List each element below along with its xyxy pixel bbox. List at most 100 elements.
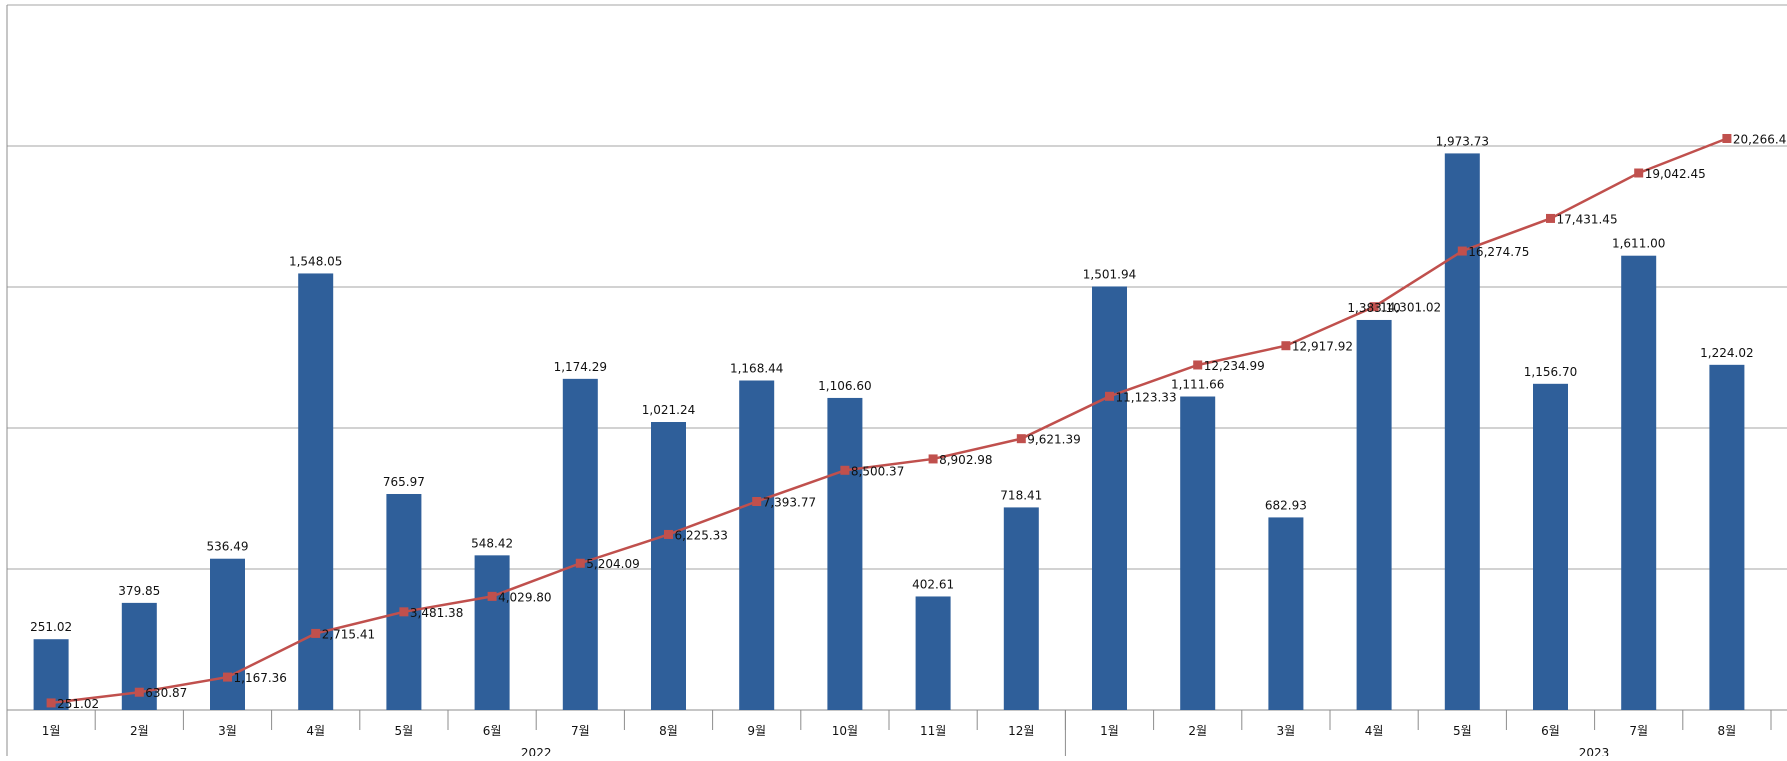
bar xyxy=(915,596,951,710)
line-marker xyxy=(1193,360,1203,370)
line-data-label: 251.02 xyxy=(57,697,99,711)
line-marker xyxy=(399,607,409,617)
bar-data-label: 1,111.66 xyxy=(1171,378,1224,392)
line-data-label: 7,393.77 xyxy=(763,495,816,509)
x-tick-label: 10월 xyxy=(832,724,858,738)
line-data-label: 2,715.41 xyxy=(322,627,375,641)
bar-data-label: 1,224.02 xyxy=(1700,346,1753,360)
bar xyxy=(1003,507,1039,710)
x-tick-label: 4월 xyxy=(1365,724,1384,738)
bar xyxy=(1092,286,1127,710)
bar-data-label: 718.41 xyxy=(1000,488,1042,502)
x-tick-label: 8월 xyxy=(659,724,678,738)
line-marker xyxy=(752,496,762,506)
line-data-label: 11,123.33 xyxy=(1116,390,1177,404)
x-tick-label: 4월 xyxy=(306,724,325,738)
line-data-label: 1,167.36 xyxy=(234,671,287,685)
bar xyxy=(210,558,245,710)
line-marker xyxy=(487,591,497,601)
line-marker xyxy=(928,454,938,464)
grid-layer xyxy=(7,4,1787,711)
bar xyxy=(1180,396,1216,710)
line-marker xyxy=(1369,302,1379,312)
line-data-label: 5,204.09 xyxy=(586,557,639,571)
line-data-label: 8,902.98 xyxy=(939,453,992,467)
bar-data-label: 765.97 xyxy=(383,475,425,489)
x-tick-label: 5월 xyxy=(1453,724,1472,738)
bar xyxy=(1444,153,1480,710)
bar-data-label: 1,548.05 xyxy=(289,254,342,268)
line-marker xyxy=(1457,246,1467,256)
bar xyxy=(1268,517,1304,710)
bar-data-label: 548.42 xyxy=(471,536,513,550)
line-data-label: 20,266.47 xyxy=(1733,132,1787,146)
x-tick-label: 6월 xyxy=(1541,724,1560,738)
bar-data-label: 1,973.73 xyxy=(1436,134,1489,148)
bar-data-label: 536.49 xyxy=(207,540,249,554)
x-tick-label: 7월 xyxy=(571,724,590,738)
x-tick-label: 8월 xyxy=(1718,724,1737,738)
bar-data-label: 1,106.60 xyxy=(818,379,871,393)
line-marker xyxy=(1016,434,1026,444)
bar xyxy=(1709,364,1745,710)
line-data-label: 8,500.37 xyxy=(851,464,904,478)
line-marker xyxy=(575,558,585,568)
line-marker xyxy=(46,698,56,708)
bar-data-label: 1,021.24 xyxy=(642,403,695,417)
x-tick-label: 9월 xyxy=(747,724,766,738)
line-data-label: 630.87 xyxy=(145,686,187,700)
line-data-label: 6,225.33 xyxy=(675,528,728,542)
bar-data-label: 379.85 xyxy=(118,584,160,598)
line-layer xyxy=(46,133,1732,708)
bar xyxy=(1356,319,1392,710)
line-data-label: 16,274.75 xyxy=(1468,245,1529,259)
bar xyxy=(1621,255,1657,710)
line-marker xyxy=(1634,168,1644,178)
x-tick-label: 1월 xyxy=(42,724,61,738)
cumulative-line xyxy=(50,137,1728,705)
x-tick-label: 5월 xyxy=(395,724,414,738)
x-tick-label: 2월 xyxy=(130,724,149,738)
bar-data-label: 402.61 xyxy=(912,577,954,591)
bar-data-label: 1,168.44 xyxy=(730,361,783,375)
line-marker xyxy=(134,687,144,697)
line-marker xyxy=(664,529,673,539)
bar xyxy=(739,380,775,710)
bar-data-label: 1,501.94 xyxy=(1083,267,1136,281)
line-marker xyxy=(1722,133,1732,143)
group-label: 2023 xyxy=(1579,746,1610,756)
bar-data-label: 251.02 xyxy=(30,620,72,634)
line-data-label: 12,234.99 xyxy=(1204,359,1265,373)
x-tick-label: 12월 xyxy=(1008,724,1034,738)
bar-data-label: 1,383.10 xyxy=(1347,301,1400,315)
x-tick-label: 11월 xyxy=(920,724,946,738)
x-tick-label: 7월 xyxy=(1629,724,1648,738)
x-tick-label: 1월 xyxy=(1100,724,1119,738)
bar xyxy=(33,639,69,710)
bar-data-label: 1,611.00 xyxy=(1612,237,1665,251)
line-marker xyxy=(223,672,232,682)
line-data-label: 4,029.80 xyxy=(498,590,551,604)
line-data-label: 14,301.02 xyxy=(1380,301,1441,315)
line-marker xyxy=(311,628,321,638)
axis-layer: 1월 2월 3월 4월 5월 6월 7월 8월 9월 10월 11월 12월 1월 2월 3월 4월 5월 6월 7… xyxy=(6,5,1772,760)
line-marker xyxy=(840,465,850,475)
bar xyxy=(474,555,510,710)
x-tick-label: 2월 xyxy=(1188,724,1207,738)
group-label: 2022 xyxy=(521,746,552,756)
bar xyxy=(562,378,598,710)
line-data-label: 12,917.92 xyxy=(1292,340,1353,354)
bar-data-label: 682.93 xyxy=(1265,498,1307,512)
line-data-label: 17,431.45 xyxy=(1557,212,1618,226)
line-marker xyxy=(1546,213,1555,223)
x-tick-label: 3월 xyxy=(1277,724,1296,738)
line-marker xyxy=(1105,391,1114,401)
line-data-label: 3,481.38 xyxy=(410,606,463,620)
bar-layer xyxy=(33,153,1745,710)
line-data-label: 9,621.39 xyxy=(1027,433,1080,447)
line-data-label: 19,042.45 xyxy=(1645,167,1706,181)
x-tick-label: 6월 xyxy=(483,724,502,738)
bar xyxy=(827,397,863,710)
line-marker xyxy=(1281,341,1291,351)
